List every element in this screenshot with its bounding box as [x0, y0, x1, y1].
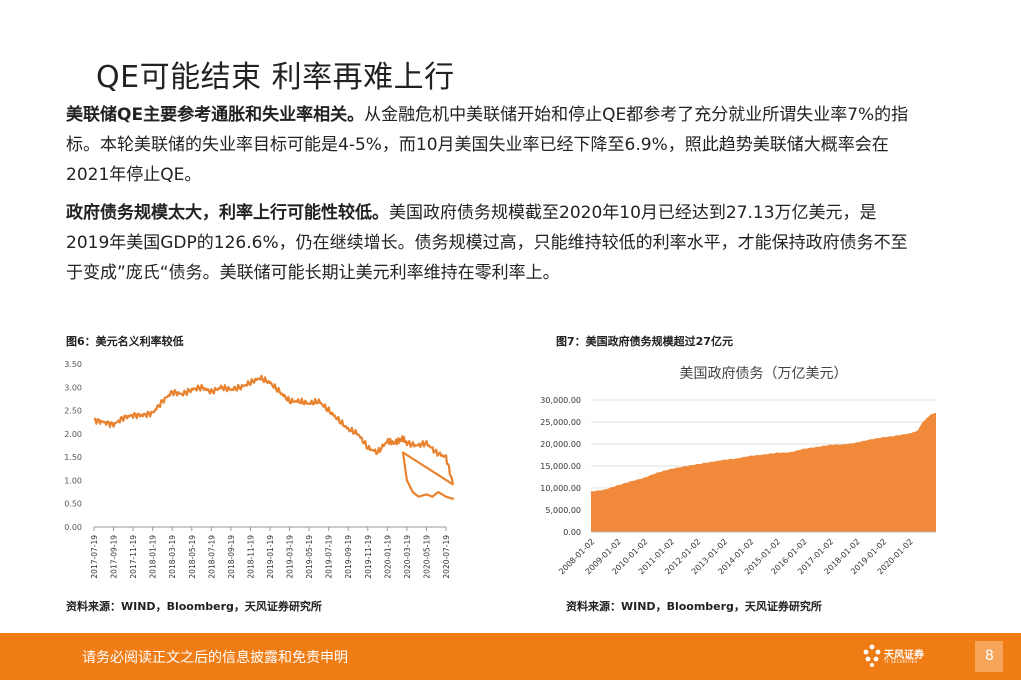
footer-bar: 请务必阅读正文之后的信息披露和免责申明 天风证券 TF SECURITIES [0, 633, 1021, 680]
company-logo: 天风证券 TF SECURITIES [862, 643, 952, 671]
y-tick-label: 5,000.00 [545, 506, 581, 515]
fig6-source: 资料来源：WIND，Bloomberg，天风证券研究所 [66, 600, 322, 613]
x-tick-label: 2020-01-19 [383, 535, 392, 579]
x-tick-label: 2019-09-19 [344, 535, 353, 579]
x-tick-label: 2018-07-19 [207, 535, 216, 579]
debt-area [591, 412, 936, 532]
chart-title: 美国政府债务（万亿美元） [680, 366, 848, 382]
y-tick-label: 0.00 [563, 528, 581, 537]
rate-line-chart: 0.00 0.50 1.00 1.50 2.00 2.50 3.00 3.50 2017-07-… [64, 360, 455, 579]
x-tick-label: 2018-11-19 [246, 535, 255, 579]
paragraph-debt-body: 美国政府债务规模截至2020年10月已经达到27.13万亿美元，是2019年美国… [66, 203, 908, 283]
x-tick-label: 2017-07-19 [90, 535, 99, 579]
x-tick-label: 2019-01-19 [266, 535, 275, 579]
x-tick-label: 2019-11-19 [364, 535, 373, 579]
x-tick-label: 2019-03-19 [286, 535, 295, 579]
paragraph-debt: 政府债务规模太大，利率上行可能性较低。美国政府债务规模截至2020年10月已经达… [66, 198, 916, 288]
x-tick-label: 2020-03-19 [403, 535, 412, 579]
paragraph-qe-lead: 美联储QE主要参考通胀和失业率相关。 [66, 105, 365, 125]
paragraph-qe-body: 从金融危机中美联储开始和停止QE都参考了充分就业所谓失业率7%的指标。本轮美联储… [66, 105, 909, 185]
x-tick-label: 2019-07-19 [325, 535, 334, 579]
x-tick-label: 2018-05-19 [188, 535, 197, 579]
y-tick-label: 0.00 [64, 523, 82, 532]
logo-subtitle: TF SECURITIES [884, 659, 918, 664]
paragraph-debt-lead: 政府债务规模太大，利率上行可能性较低。 [66, 203, 389, 223]
y-tick-label: 1.00 [64, 476, 82, 485]
y-tick-label: 30,000.00 [540, 396, 581, 405]
fig6-caption: 图6：美元名义利率较低 [66, 335, 184, 348]
x-tick-label: 2020-07-19 [442, 535, 451, 579]
fig7-source: 资料来源：WIND，Bloomberg，天风证券研究所 [566, 600, 822, 613]
x-tick-label: 2020-05-19 [422, 535, 431, 579]
y-tick-label: 3.50 [64, 360, 82, 369]
rate-series-line [93, 374, 455, 501]
y-tick-label: 2.50 [64, 407, 82, 416]
x-tick-label: 2019-05-19 [305, 535, 314, 579]
page-number-box [975, 641, 1003, 672]
page-number: 8 [985, 648, 994, 664]
x-tick-label: 2017-11-19 [129, 535, 138, 579]
x-tick-label: 2018-09-19 [227, 535, 236, 579]
y-tick-label: 2.00 [64, 430, 82, 439]
logo-name: 天风证券 [884, 650, 924, 661]
y-tick-label: 25,000.00 [540, 418, 581, 427]
logo-flower-icon [863, 644, 881, 667]
y-tick-label: 0.50 [64, 500, 82, 509]
x-tick-label: 2018-01-19 [149, 535, 158, 579]
fig7-caption: 图7：美国政府债务规模超过27亿元 [556, 335, 733, 348]
debt-area-chart: 美国政府债务（万亿美元） 0.00 5,000.00 10,000.00 15,000.… [540, 366, 936, 576]
y-tick-label: 15,000.00 [540, 462, 581, 471]
footer-disclaimer[interactable]: 请务必阅读正文之后的信息披露和免责申明 [82, 650, 348, 666]
y-tick-label: 1.50 [64, 453, 82, 462]
x-tick-label: 2017-09-19 [110, 535, 119, 579]
page-title: QE可能结束 利率再难上行 [96, 60, 455, 95]
x-tick-label: 2018-03-19 [168, 535, 177, 579]
y-tick-label: 3.00 [64, 383, 82, 392]
paragraph-qe: 美联储QE主要参考通胀和失业率相关。从金融危机中美联储开始和停止QE都参考了充分… [66, 100, 916, 190]
y-tick-label: 10,000.00 [540, 484, 581, 493]
y-tick-label: 20,000.00 [540, 440, 581, 449]
